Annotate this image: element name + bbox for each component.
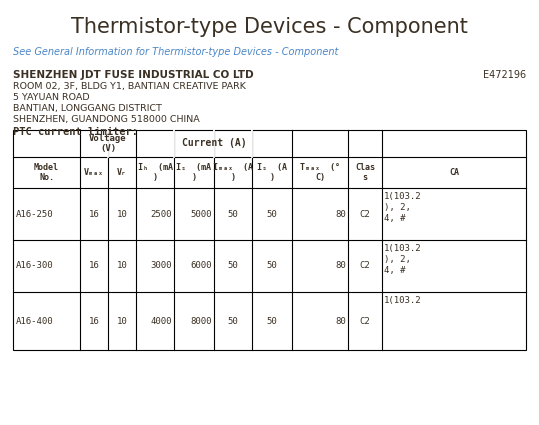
Text: 80: 80 (335, 261, 346, 270)
Text: 2500: 2500 (150, 210, 172, 218)
Text: SHENZHEN JDT FUSE INDUSTRIAL CO LTD: SHENZHEN JDT FUSE INDUSTRIAL CO LTD (13, 70, 254, 80)
Text: 16: 16 (88, 261, 99, 270)
Text: 50: 50 (227, 261, 238, 270)
Text: C2: C2 (360, 210, 370, 218)
Text: Voltage
(V): Voltage (V) (89, 134, 127, 153)
Text: Vₘₐₓ: Vₘₐₓ (84, 168, 104, 177)
Text: E472196: E472196 (483, 70, 526, 80)
Text: Iₕ  (mA
): Iₕ (mA ) (137, 163, 172, 182)
Text: 3000: 3000 (150, 261, 172, 270)
Text: A16-250: A16-250 (16, 210, 53, 218)
Text: 50: 50 (267, 317, 278, 326)
Text: 10: 10 (116, 317, 127, 326)
Text: 1(103.2
), 2,
4, #: 1(103.2 ), 2, 4, # (384, 244, 421, 275)
Text: 50: 50 (227, 317, 238, 326)
Text: C2: C2 (360, 261, 370, 270)
Text: Iₛ  (A
): Iₛ (A ) (257, 163, 287, 182)
Text: 5000: 5000 (190, 210, 212, 218)
Text: 4000: 4000 (150, 317, 172, 326)
Text: Thermistor-type Devices - Component: Thermistor-type Devices - Component (71, 17, 467, 37)
Text: 50: 50 (227, 210, 238, 218)
Text: 8000: 8000 (190, 317, 212, 326)
Text: 10: 10 (116, 261, 127, 270)
Text: 16: 16 (88, 317, 99, 326)
Text: Tₘₐₓ  (°
C): Tₘₐₓ (° C) (300, 163, 340, 182)
Text: Vᵣ: Vᵣ (117, 168, 127, 177)
Text: Model
No.: Model No. (34, 163, 59, 182)
Text: 50: 50 (267, 261, 278, 270)
Bar (13, 130, 526, 350)
Text: 1(103.2
), 2,
4, #: 1(103.2 ), 2, 4, # (384, 192, 421, 223)
Text: C2: C2 (360, 317, 370, 326)
Text: ROOM 02, 3F, BLDG Y1, BANTIAN CREATIVE PARK: ROOM 02, 3F, BLDG Y1, BANTIAN CREATIVE P… (13, 82, 246, 91)
Text: 80: 80 (335, 210, 346, 218)
Text: SHENZHEN, GUANDONG 518000 CHINA: SHENZHEN, GUANDONG 518000 CHINA (13, 115, 200, 124)
Text: 5 YAYUAN ROAD: 5 YAYUAN ROAD (13, 93, 89, 102)
Text: A16-400: A16-400 (16, 317, 53, 326)
Text: Clas
s: Clas s (355, 163, 375, 182)
Text: Iₛ  (mA
): Iₛ (mA ) (176, 163, 211, 182)
Text: Iₘₐₓ  (A
): Iₘₐₓ (A ) (213, 163, 253, 182)
Text: 1(103.2: 1(103.2 (384, 296, 421, 305)
Text: Current (A): Current (A) (182, 138, 246, 147)
Text: 50: 50 (267, 210, 278, 218)
Text: 6000: 6000 (190, 261, 212, 270)
Text: 16: 16 (88, 210, 99, 218)
Text: CA: CA (449, 168, 459, 177)
Text: 80: 80 (335, 317, 346, 326)
Text: 10: 10 (116, 210, 127, 218)
Text: BANTIAN, LONGGANG DISTRICT: BANTIAN, LONGGANG DISTRICT (13, 104, 162, 113)
Text: See General Information for Thermistor-type Devices - Component: See General Information for Thermistor-t… (13, 47, 338, 57)
Text: PTC current limiter:: PTC current limiter: (13, 127, 138, 137)
Text: A16-300: A16-300 (16, 261, 53, 270)
